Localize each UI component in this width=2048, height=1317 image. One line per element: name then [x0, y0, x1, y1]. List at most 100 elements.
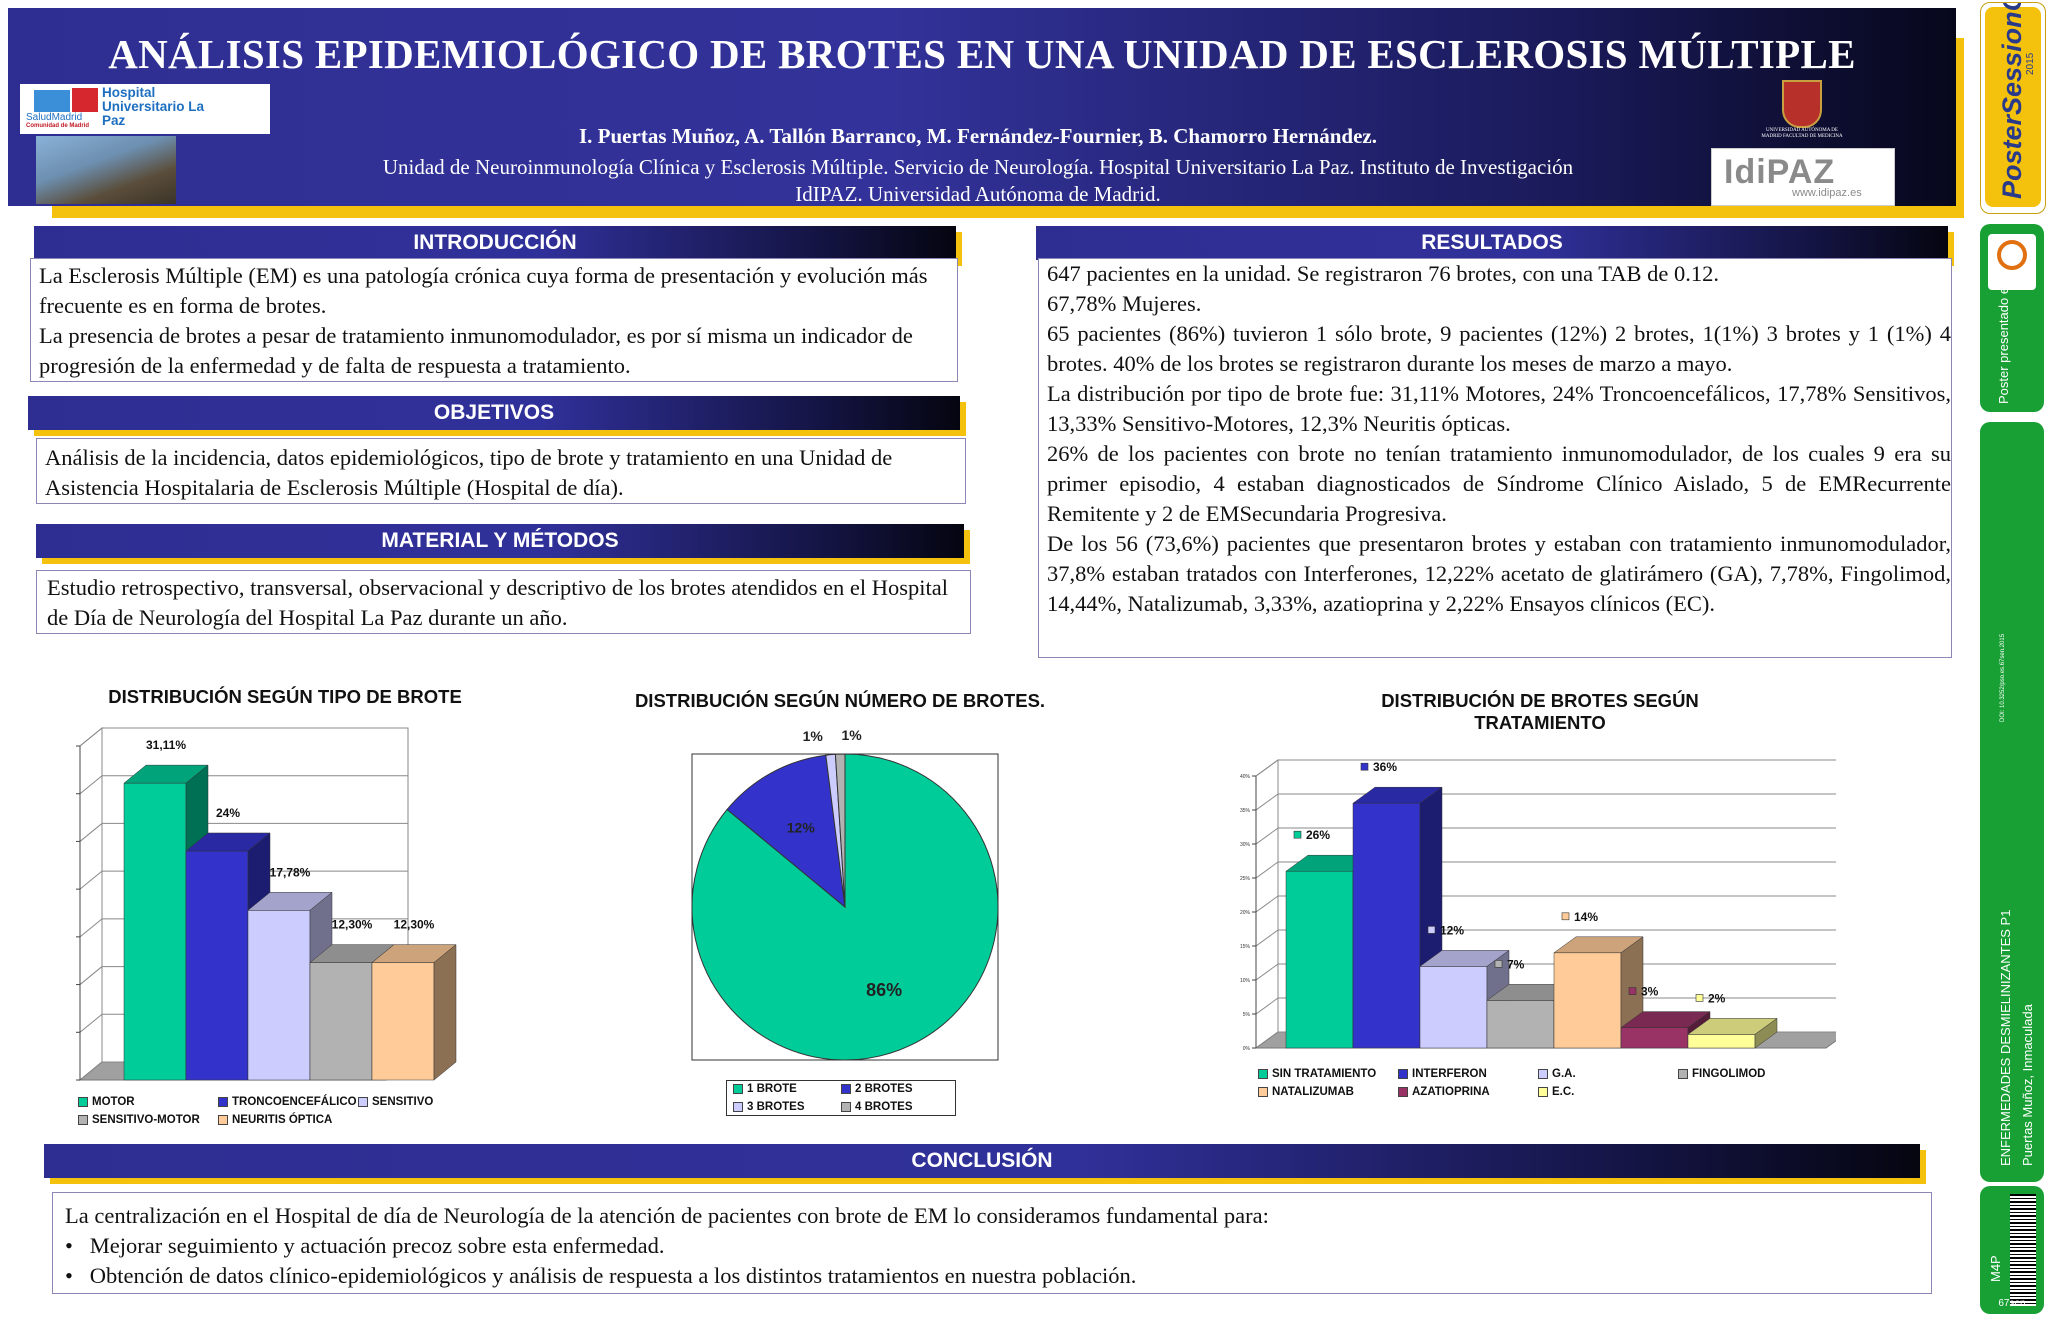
gridline — [1255, 827, 1279, 845]
poster-title: ANÁLISIS EPIDEMIOLÓGICO DE BROTES EN UNA… — [108, 31, 1856, 77]
legend-label: SENSITIVO — [372, 1096, 434, 1108]
idipaz-url: www.idipaz.es — [1792, 187, 1862, 199]
data-label-troncoencefalico: 24% — [216, 806, 240, 820]
y-tick-label: 20% — [1240, 910, 1251, 916]
gridline — [1255, 929, 1279, 947]
gridline — [79, 1061, 103, 1081]
legend-label: SENSITIVO-MOTOR — [92, 1114, 200, 1126]
legend-label: FINGOLIMOD — [1692, 1068, 1766, 1080]
introduccion-box: La Esclerosis Múltiple (EM) es una patol… — [30, 258, 958, 382]
legend-swatch — [733, 1083, 743, 1094]
objetivos-box: Análisis de la incidencia, datos epidemi… — [36, 438, 966, 504]
legend-label: 1 BROTE — [747, 1083, 797, 1095]
gridline — [79, 823, 103, 842]
affiliation-line-1: Unidad de Neuroinmunología Clínica y Esc… — [382, 155, 1574, 179]
bar-neuritis-optica — [371, 962, 435, 1081]
brand-text: PosterSessionOnline — [1997, 2, 2027, 199]
bar-e-c — [1687, 1034, 1756, 1049]
poster-info-panel: DOI: 10.3252/pso.es.67sen.2015 ENFERMEDA… — [1980, 422, 2044, 1182]
section-title-introduccion: INTRODUCCIÓN — [34, 226, 956, 260]
y-tick-label: 5% — [1243, 1012, 1251, 1018]
legend-swatch — [358, 1096, 368, 1107]
bullet-icon: • — [65, 1233, 73, 1258]
data-label-interferon: 36% — [1373, 760, 1397, 774]
conclusion-bullet-1: • Mejorar seguimiento y actuación precoz… — [65, 1231, 1919, 1261]
chart3-legend: SIN TRATAMIENTO INTERFERON G.A. FINGOLIMOD N… — [1258, 1068, 1798, 1098]
chart3-title: DISTRIBUCIÓN DE BROTES SEGÚN TRATAMIENTO — [1381, 690, 1699, 733]
bar-fingolimod — [1486, 1000, 1555, 1049]
legend-swatch — [218, 1096, 228, 1107]
legend-swatch — [1398, 1068, 1408, 1079]
chart2-legend: 1 BROTE 2 BROTES 3 BROTES 4 BROTES — [726, 1080, 956, 1116]
legend-swatch — [78, 1114, 88, 1125]
legend-item-motor: MOTOR — [78, 1096, 218, 1108]
gridline — [79, 966, 103, 985]
bar-interferon — [1352, 802, 1421, 1049]
material-text: Estudio retrospectivo, transversal, obse… — [47, 575, 949, 630]
material-box: Estudio retrospectivo, transversal, obse… — [36, 570, 971, 634]
objetivos-text: Análisis de la incidencia, datos epidemi… — [45, 445, 893, 500]
bar-azatioprina — [1620, 1027, 1689, 1049]
legend-item-sensitivo-motor: SENSITIVO-MOTOR — [78, 1114, 218, 1126]
legend-item-azatioprina: AZATIOPRINA — [1398, 1086, 1538, 1098]
gridline — [1255, 793, 1279, 811]
meeting-code: 67sen — [1998, 1298, 2026, 1309]
pie-label-4-brotes: 1% — [841, 727, 862, 743]
legend-label: 3 BROTES — [747, 1101, 805, 1113]
congress-logo-icon — [1997, 240, 2027, 270]
y-tick-label: 40% — [1240, 774, 1251, 780]
conclusion-bullet-2-text: Obtención de datos clínico-epidemiológic… — [89, 1263, 1137, 1288]
data-label-e-c: 2% — [1708, 991, 1726, 1005]
gridline — [1255, 759, 1279, 777]
authors: I. Puertas Muñoz, A. Tallón Barranco, M.… — [579, 124, 1377, 148]
hospital-building-photo — [36, 136, 176, 204]
resultados-box: 647 pacientes en la unidad. Se registrar… — [1038, 258, 1952, 658]
gridline — [79, 727, 103, 747]
legend-label: NEURITIS ÓPTICA — [232, 1114, 333, 1126]
poster-session-online-badge: PosterSessionOnline 2015 — [1980, 2, 2046, 214]
chart1-title: DISTRIBUCIÓN SEGÚN TIPO DE BROTE — [108, 686, 462, 707]
conclusion-bullet-1-text: Mejorar seguimiento y actuación precoz s… — [89, 1233, 665, 1258]
gridline — [79, 870, 103, 890]
data-label-swatch — [1494, 960, 1503, 968]
legend-label: G.A. — [1552, 1068, 1576, 1080]
legend-swatch — [841, 1101, 851, 1112]
resultados-paragraph-2: 67,78% Mujeres. — [1047, 291, 1202, 316]
pie-label-2-brotes: 12% — [787, 820, 816, 836]
resultados-paragraph-1: 647 pacientes en la unidad. Se registrar… — [1047, 261, 1719, 286]
conclusion-bullet-2: • Obtención de datos clínico-epidemiológ… — [65, 1261, 1919, 1291]
bullet-icon: • — [65, 1263, 73, 1288]
axis-side-wall — [79, 726, 103, 1082]
legend-item-g-a: G.A. — [1538, 1068, 1678, 1080]
bar-g-a — [1419, 966, 1488, 1049]
legend-swatch — [1538, 1086, 1548, 1097]
legend-label: INTERFERON — [1412, 1068, 1487, 1080]
legend-swatch — [1258, 1068, 1268, 1079]
poster-header: ANÁLISIS EPIDEMIOLÓGICO DE BROTES EN UNA… — [8, 8, 1956, 206]
chart-tipo-de-brote: 31,11% 24% 17,78% 12,30% 12,30% — [76, 726, 457, 1082]
gridline — [79, 918, 103, 938]
gridline — [1255, 997, 1279, 1015]
section-title-conclusion: CONCLUSIÓN — [44, 1144, 1920, 1178]
conclusion-box: La centralización en el Hospital de día … — [52, 1192, 1932, 1294]
data-label-swatch — [1695, 994, 1704, 1002]
y-tick-label: 30% — [1240, 842, 1251, 848]
legend-item-neuritis-optica: NEURITIS ÓPTICA — [218, 1114, 358, 1126]
badge-background — [1985, 7, 2041, 207]
uam-crest-icon — [1782, 80, 1822, 128]
data-label-natalizumab: 14% — [1574, 910, 1598, 924]
bar-sensitivo-motor — [309, 962, 373, 1081]
poster-code: M4P — [1988, 1255, 2003, 1282]
conclusion-intro: La centralización en el Hospital de día … — [65, 1203, 1269, 1228]
legend-item-2-brotes: 2 BROTES — [841, 1083, 949, 1095]
hospital-logo: Hospital Universitario La Paz SaludMadri… — [20, 84, 270, 134]
barcode-icon — [2010, 1194, 2036, 1306]
pie-slice-2-brotes — [726, 754, 846, 909]
author-text: Puertas Muñoz, Inmaculada — [2020, 1004, 2035, 1166]
affiliation: Unidad de Neuroinmunología Clínica y Esc… — [378, 154, 1578, 208]
legend-swatch — [733, 1101, 743, 1112]
idipaz-logo-text: IdiPAZ — [1724, 153, 1836, 191]
legend-label: 2 BROTES — [855, 1083, 913, 1095]
bar-troncoencefalico — [185, 850, 249, 1081]
chart1-legend: MOTOR TRONCOENCEFÁLICO SENSITIVO SENSITIVO-… — [78, 1096, 478, 1126]
